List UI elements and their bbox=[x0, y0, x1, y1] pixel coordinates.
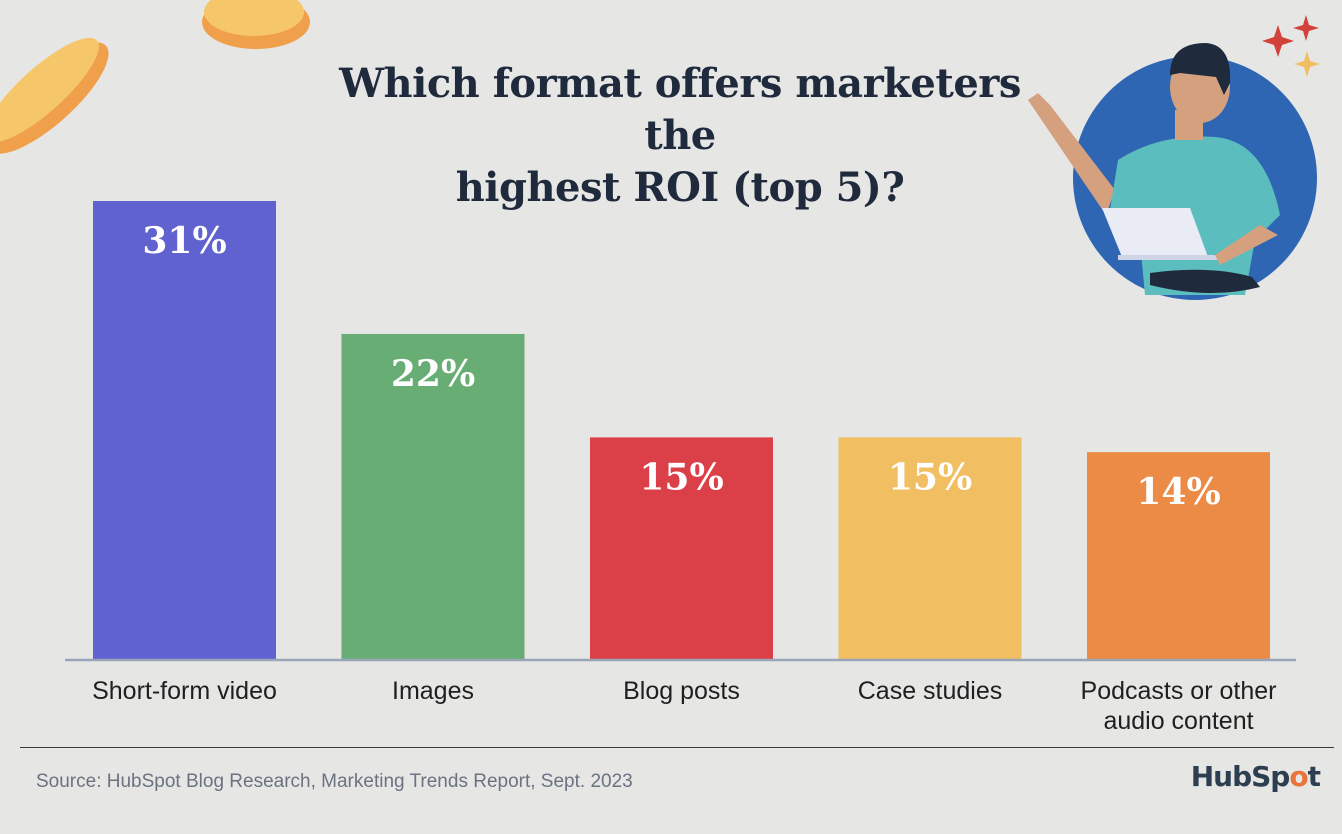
chart-title: Which format offers marketers the highes… bbox=[300, 58, 1060, 214]
hubspot-logo-sprocket: o bbox=[1289, 760, 1308, 793]
category-label: Podcasts or other bbox=[1081, 677, 1277, 705]
coin-illustration-top bbox=[202, 0, 310, 49]
source-note: Source: HubSpot Blog Research, Marketing… bbox=[36, 771, 633, 792]
bar bbox=[341, 333, 525, 659]
coin-illustration-left bbox=[0, 37, 109, 154]
bar-value-label: 15% bbox=[888, 456, 972, 498]
category-label: Images bbox=[392, 677, 474, 705]
footer-divider bbox=[20, 747, 1334, 748]
bar-value-label: 22% bbox=[391, 353, 475, 395]
bar-chart: 31% Short-form video 22% Images 15% Blog post… bbox=[65, 201, 1296, 735]
chart-title-line-1: Which format offers marketers the bbox=[339, 60, 1021, 159]
category-label: Blog posts bbox=[623, 677, 740, 705]
person-with-laptop-illustration bbox=[1028, 15, 1320, 300]
hubspot-logo-suffix: t bbox=[1307, 760, 1321, 793]
bar bbox=[590, 437, 773, 659]
bar-value-label: 31% bbox=[142, 220, 226, 262]
hubspot-logo-prefix: HubSp bbox=[1190, 760, 1291, 793]
bar-value-label: 14% bbox=[1136, 471, 1220, 513]
category-label: Short-form video bbox=[92, 677, 277, 705]
bar bbox=[1087, 452, 1270, 659]
bar bbox=[838, 437, 1022, 659]
bar-value-label: 15% bbox=[639, 456, 723, 498]
category-label: audio content bbox=[1103, 707, 1253, 735]
hubspot-logo: HubSpot bbox=[1190, 760, 1321, 793]
bar bbox=[93, 201, 276, 659]
category-label: Case studies bbox=[858, 677, 1003, 705]
chart-title-line-2: highest ROI (top 5)? bbox=[455, 164, 905, 211]
